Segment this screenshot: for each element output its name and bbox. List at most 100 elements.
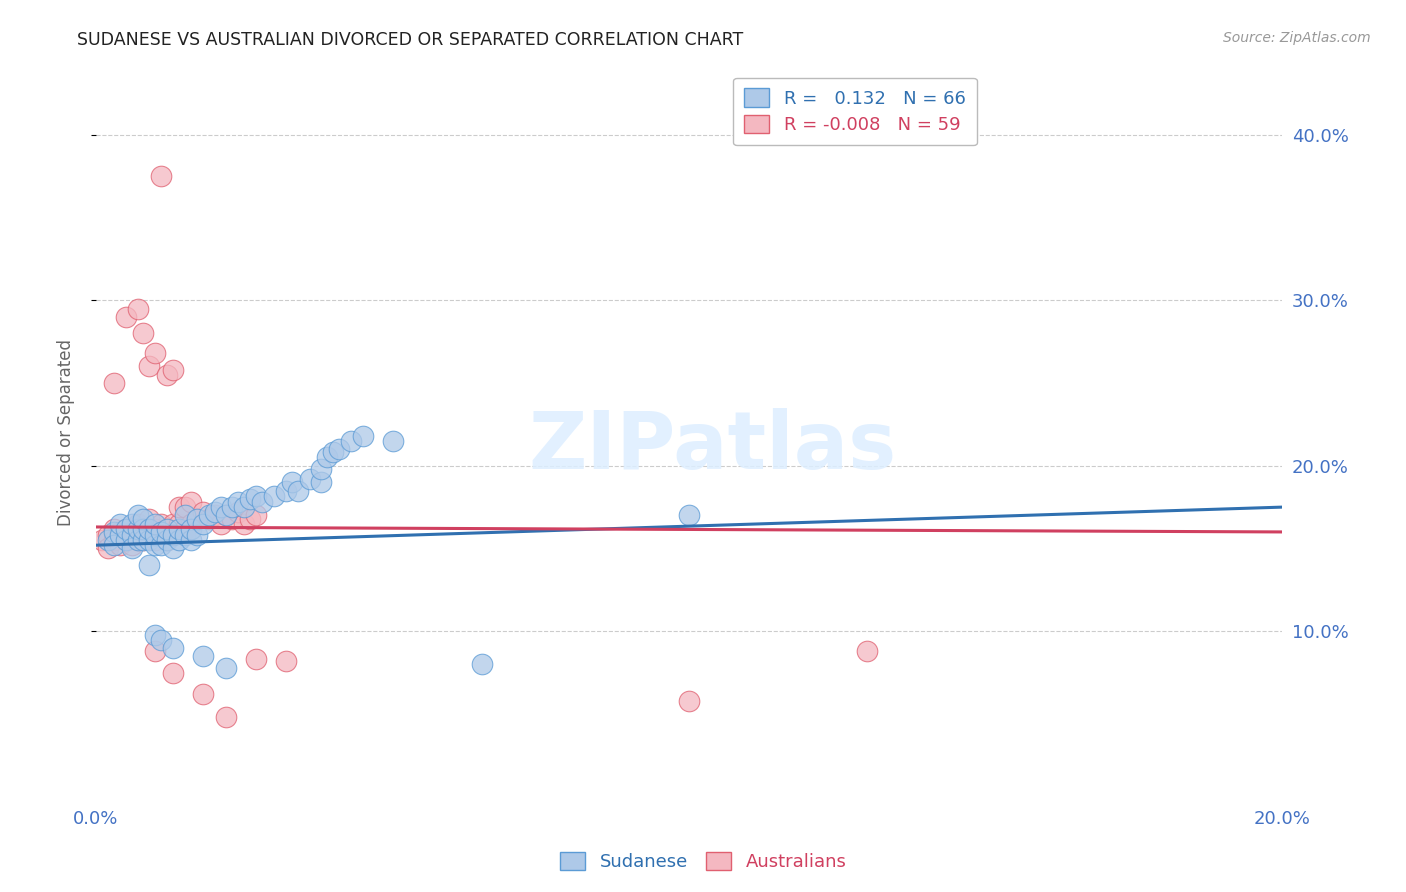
Point	[108, 528, 131, 542]
Point	[114, 522, 136, 536]
Point	[138, 533, 160, 548]
Point	[150, 632, 173, 647]
Point	[228, 505, 250, 519]
Point	[143, 522, 166, 536]
Point	[127, 516, 149, 531]
Point	[150, 516, 173, 531]
Point	[138, 511, 160, 525]
Legend: R =   0.132   N = 66, R = -0.008   N = 59: R = 0.132 N = 66, R = -0.008 N = 59	[734, 78, 977, 145]
Point	[215, 710, 238, 724]
Point	[191, 648, 214, 663]
Point	[311, 462, 333, 476]
Point	[191, 516, 214, 531]
Point	[121, 538, 143, 552]
Point	[143, 538, 166, 552]
Point	[162, 541, 184, 556]
Point	[197, 508, 219, 523]
Point	[108, 516, 131, 531]
Point	[156, 533, 179, 548]
Point	[263, 489, 285, 503]
Point	[167, 500, 190, 515]
Point	[204, 505, 226, 519]
Point	[233, 500, 256, 515]
Point	[215, 660, 238, 674]
Point	[150, 524, 173, 539]
Point	[280, 475, 302, 490]
Point	[108, 538, 131, 552]
Text: SUDANESE VS AUSTRALIAN DIVORCED OR SEPARATED CORRELATION CHART: SUDANESE VS AUSTRALIAN DIVORCED OR SEPAR…	[77, 31, 744, 49]
Point	[127, 522, 149, 536]
Point	[150, 169, 173, 183]
Point	[233, 516, 256, 531]
Point	[91, 533, 114, 548]
Point	[221, 511, 243, 525]
Point	[132, 533, 155, 548]
Point	[103, 533, 125, 548]
Point	[174, 522, 197, 536]
Point	[143, 533, 166, 548]
Point	[156, 522, 179, 536]
Point	[167, 533, 190, 548]
Point	[114, 522, 136, 536]
Point	[678, 694, 700, 708]
Point	[138, 558, 160, 572]
Point	[114, 533, 136, 548]
Point	[143, 528, 166, 542]
Point	[127, 533, 149, 548]
Point	[121, 524, 143, 539]
Point	[470, 657, 492, 672]
Point	[138, 359, 160, 374]
Point	[103, 522, 125, 536]
Point	[191, 687, 214, 701]
Point	[103, 538, 125, 552]
Point	[121, 528, 143, 542]
Point	[204, 508, 226, 523]
Point	[162, 516, 184, 531]
Point	[97, 541, 120, 556]
Point	[311, 475, 333, 490]
Point	[127, 508, 149, 523]
Point	[215, 508, 238, 523]
Point	[215, 508, 238, 523]
Point	[138, 522, 160, 536]
Point	[197, 511, 219, 525]
Point	[150, 528, 173, 542]
Point	[191, 505, 214, 519]
Point	[245, 489, 267, 503]
Point	[174, 500, 197, 515]
Point	[316, 450, 339, 465]
Text: Source: ZipAtlas.com: Source: ZipAtlas.com	[1223, 31, 1371, 45]
Point	[250, 495, 273, 509]
Point	[239, 511, 262, 525]
Point	[174, 508, 197, 523]
Point	[186, 528, 208, 542]
Point	[97, 528, 120, 542]
Point	[156, 368, 179, 382]
Point	[127, 533, 149, 548]
Point	[150, 538, 173, 552]
Point	[245, 508, 267, 523]
Point	[328, 442, 350, 457]
Point	[186, 511, 208, 525]
Point	[209, 516, 232, 531]
Point	[287, 483, 309, 498]
Point	[239, 491, 262, 506]
Point	[209, 500, 232, 515]
Point	[274, 654, 297, 668]
Point	[132, 522, 155, 536]
Point	[103, 524, 125, 539]
Point	[856, 644, 879, 658]
Point	[162, 665, 184, 680]
Point	[180, 495, 202, 509]
Y-axis label: Divorced or Separated: Divorced or Separated	[58, 339, 75, 526]
Point	[103, 376, 125, 390]
Point	[143, 516, 166, 531]
Point	[228, 495, 250, 509]
Point	[381, 434, 404, 448]
Point	[121, 516, 143, 531]
Point	[180, 533, 202, 548]
Point	[132, 511, 155, 525]
Point	[138, 528, 160, 542]
Point	[352, 429, 374, 443]
Point	[180, 522, 202, 536]
